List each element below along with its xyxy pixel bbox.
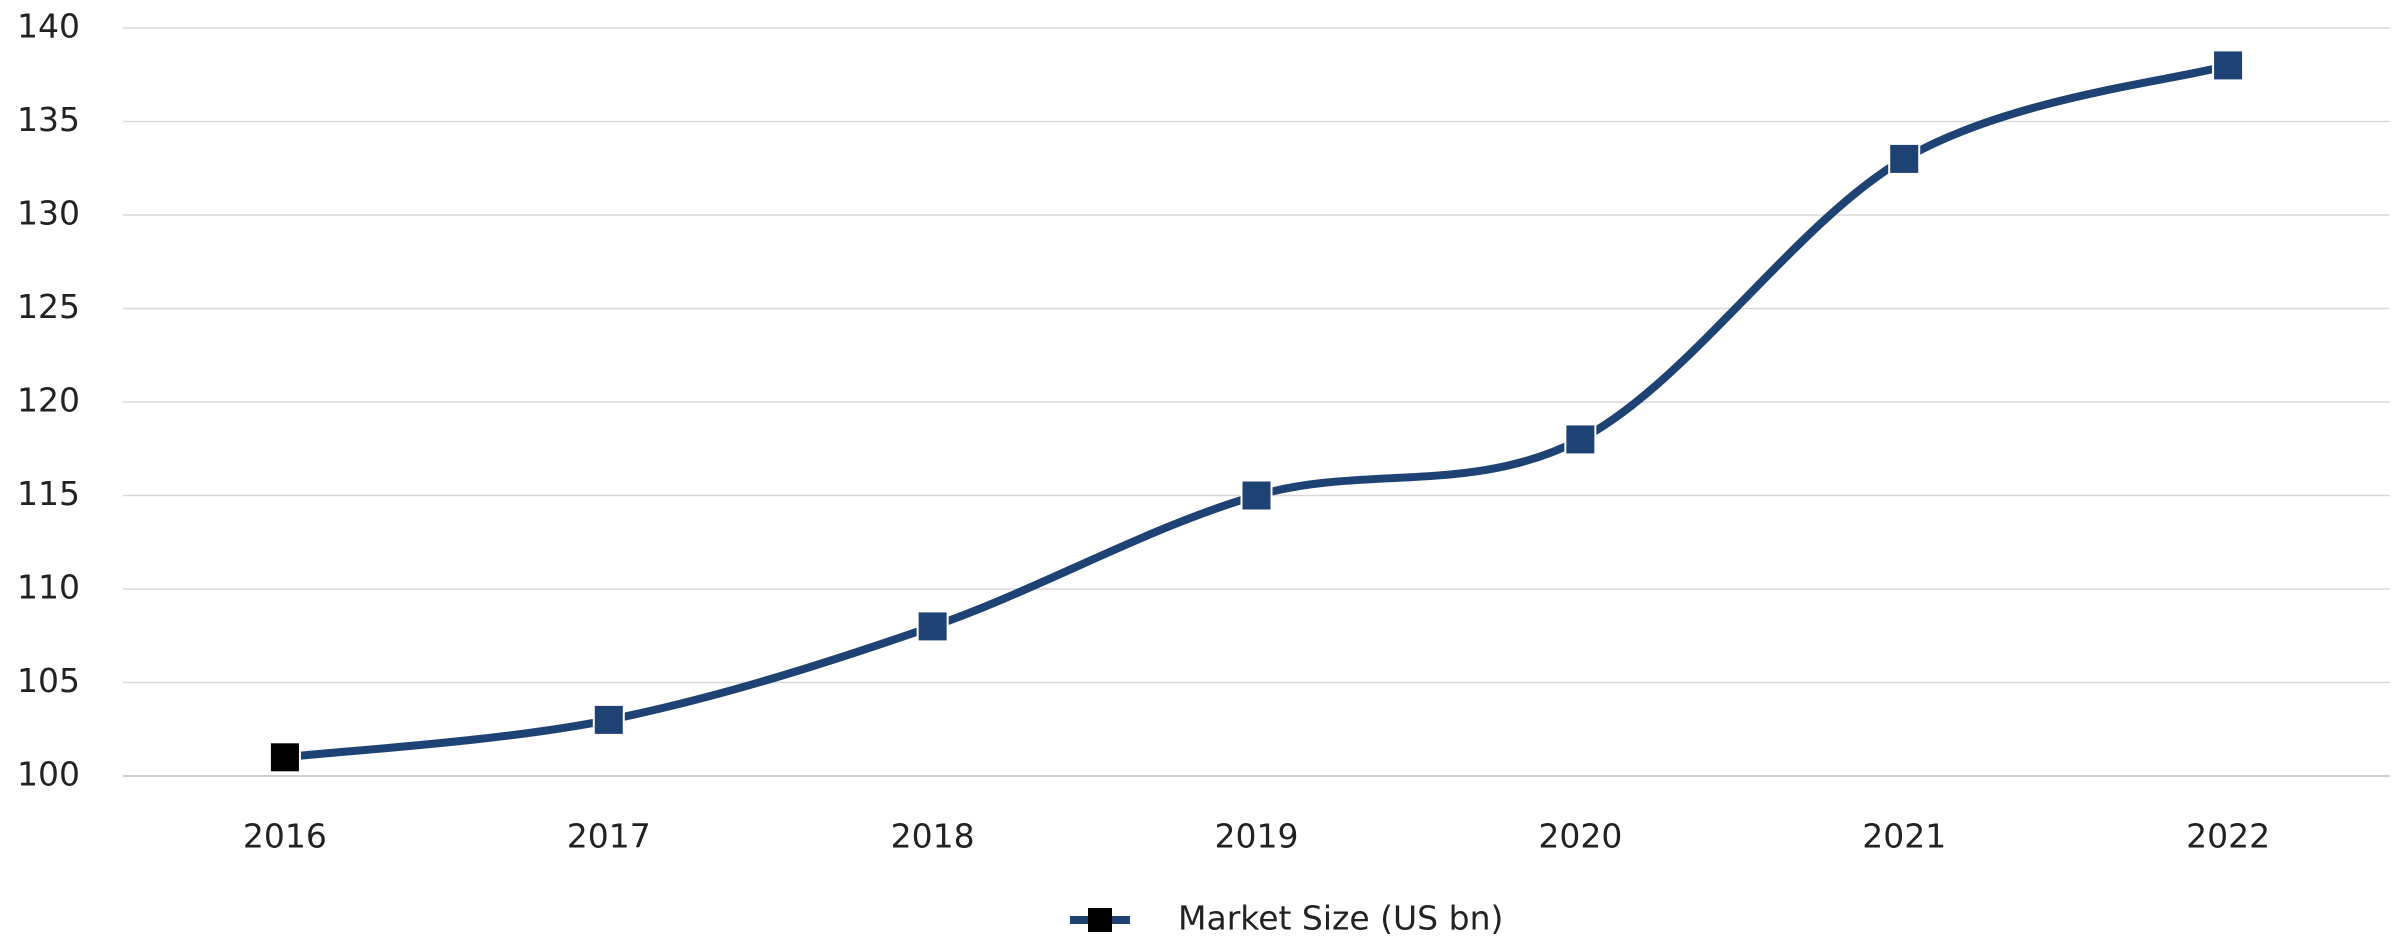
y-tick-label: 100 (17, 755, 80, 794)
marker (2212, 49, 2245, 82)
y-tick-label: 130 (17, 194, 80, 233)
x-tick-label: 2016 (243, 817, 327, 856)
marker (1564, 423, 1597, 456)
legend-marker (1088, 908, 1112, 932)
x-tick-label: 2019 (1215, 817, 1299, 856)
x-tick-label: 2021 (1862, 817, 1946, 856)
x-tick-label: 2020 (1538, 817, 1622, 856)
marker (268, 741, 301, 774)
y-tick-label: 115 (17, 474, 80, 513)
marker (916, 610, 949, 643)
x-tick-label: 2018 (891, 817, 975, 856)
marker (592, 703, 625, 736)
y-tick-label: 120 (17, 381, 80, 420)
marker (1888, 142, 1921, 175)
legend-label: Market Size (US bn) (1178, 899, 1503, 938)
y-tick-label: 110 (17, 568, 80, 607)
y-tick-label: 140 (17, 7, 80, 46)
marker (1240, 479, 1273, 512)
line (280, 61, 2233, 762)
y-tick-label: 135 (17, 100, 80, 139)
x-tick-label: 2017 (567, 817, 651, 856)
y-tick-label: 105 (17, 661, 80, 700)
x-tick-label: 2022 (2186, 817, 2270, 856)
y-tick-label: 125 (17, 287, 80, 326)
